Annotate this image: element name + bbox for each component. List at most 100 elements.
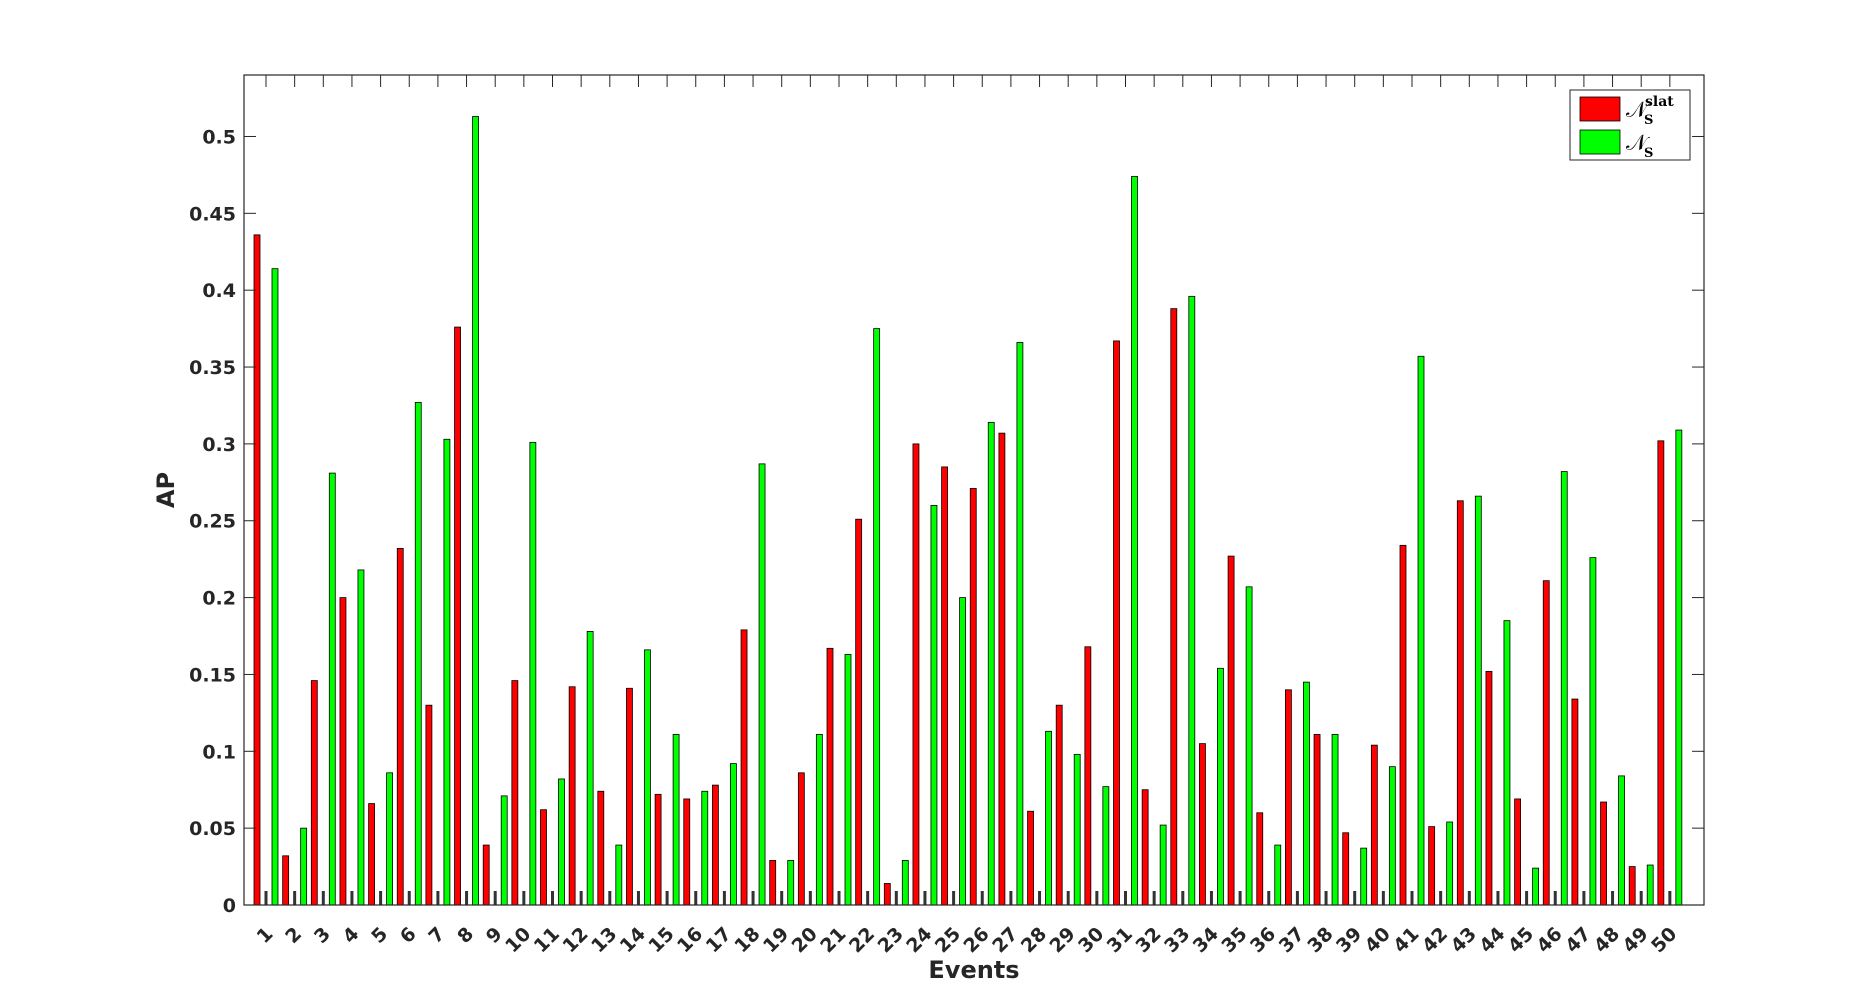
baseline-stub-45 (1525, 891, 1529, 905)
bar-slat-4 (339, 597, 347, 906)
bar-slat-37 (1285, 689, 1292, 906)
baseline-stub-16 (694, 891, 698, 905)
x-tick-label: 5 (367, 923, 392, 948)
baseline-stub-29 (1066, 891, 1070, 905)
bar-ns-15 (672, 733, 680, 906)
y-tick-label: 0 (223, 895, 236, 917)
bar-ns-43 (1474, 495, 1482, 906)
bar-ns-31 (1131, 176, 1138, 906)
bar-ns-20 (815, 733, 823, 906)
baseline-stub-5 (379, 891, 383, 905)
bar-slat-22 (855, 518, 863, 906)
baseline-stub-12 (579, 891, 583, 905)
bar-ns-21 (844, 654, 852, 906)
bar-slat-2 (282, 855, 290, 906)
baseline-stub-30 (1095, 891, 1099, 905)
x-tick-label: 7 (425, 923, 450, 948)
y-tick-label: 0.1 (202, 741, 236, 763)
baseline-stub-28 (1038, 891, 1042, 905)
bar-slat-11 (540, 809, 547, 906)
y-tick-label: 0.4 (202, 280, 236, 302)
bar-slat-8 (454, 326, 461, 906)
bar-ns-8 (472, 116, 479, 906)
bar-ns-2 (300, 827, 308, 906)
bar-ns-46 (1560, 471, 1568, 906)
baseline-stub-46 (1553, 891, 1557, 905)
bar-slat-34 (1199, 743, 1206, 906)
baseline-stub-38 (1324, 891, 1328, 905)
baseline-stub-34 (1209, 891, 1213, 905)
bar-slat-24 (912, 443, 920, 906)
bar-ns-17 (730, 763, 737, 906)
bar-slat-19 (769, 860, 777, 906)
bar-slat-49 (1628, 866, 1636, 906)
bar-ns-12 (586, 631, 594, 906)
baseline-stub-23 (894, 891, 898, 905)
bar-ns-48 (1618, 775, 1625, 906)
bar-slat-43 (1456, 500, 1464, 906)
bar-slat-16 (683, 798, 691, 906)
baseline-stub-25 (952, 891, 956, 905)
bar-ns-10 (529, 441, 537, 906)
baseline-stub-7 (436, 891, 440, 905)
bar-ns-6 (414, 401, 422, 906)
bar-ns-27 (1016, 342, 1024, 906)
bar-slat-13 (597, 790, 605, 906)
bar-ns-14 (644, 649, 651, 906)
bar-slat-7 (425, 704, 433, 906)
bar-slat-48 (1600, 801, 1607, 906)
bar-slat-41 (1399, 544, 1407, 906)
bar-ns-37 (1303, 681, 1310, 906)
bar-ns-25 (959, 597, 966, 906)
bar-slat-29 (1055, 704, 1063, 906)
legend-swatch-slat (1579, 96, 1621, 122)
baseline-stub-3 (321, 891, 325, 905)
baseline-stub-36 (1267, 891, 1271, 905)
x-tick-label: 3 (310, 923, 335, 948)
plot-frame (243, 74, 1705, 906)
baseline-stub-40 (1381, 891, 1385, 905)
baseline-stub-20 (808, 891, 812, 905)
y-tick-label: 0.2 (202, 588, 236, 610)
bar-ns-5 (386, 772, 394, 906)
baseline-stub-1 (264, 891, 268, 905)
baseline-stub-10 (522, 891, 526, 905)
bar-ns-49 (1646, 864, 1654, 906)
y-tick-label: 0.5 (202, 126, 236, 148)
y-axis-label: AP (152, 472, 180, 508)
bar-ns-30 (1102, 786, 1110, 906)
bar-slat-31 (1113, 340, 1120, 906)
bar-slat-23 (883, 883, 891, 906)
baseline-stub-41 (1410, 891, 1414, 905)
x-tick-label: 1 (253, 923, 278, 948)
y-tick-label: 0.25 (189, 511, 236, 533)
bar-slat-18 (740, 629, 748, 906)
bar-ns-44 (1503, 620, 1511, 906)
legend-label-main: 𝒩 (1626, 131, 1650, 156)
baseline-stub-47 (1582, 891, 1586, 905)
legend-label-main: 𝒩 (1626, 98, 1650, 123)
x-tick-label: 50 (1647, 923, 1681, 957)
baseline-stub-27 (1009, 891, 1013, 905)
baseline-stub-39 (1353, 891, 1357, 905)
baseline-stub-19 (780, 891, 784, 905)
baseline-stub-42 (1439, 891, 1443, 905)
x-tick-label: 8 (453, 923, 478, 948)
baseline-stub-31 (1124, 891, 1127, 905)
bar-slat-50 (1657, 440, 1665, 906)
bar-ns-32 (1159, 824, 1167, 906)
bar-slat-1 (253, 234, 261, 906)
bar-slat-27 (998, 432, 1006, 906)
bar-ns-28 (1045, 730, 1052, 906)
bar-ns-40 (1388, 766, 1396, 906)
bar-ns-7 (443, 438, 451, 906)
bar-ns-11 (558, 778, 565, 906)
bar-ns-3 (328, 472, 336, 906)
bar-ns-18 (758, 463, 766, 906)
baseline-stub-8 (465, 891, 469, 905)
bar-ns-33 (1188, 295, 1196, 906)
baseline-stub-44 (1496, 891, 1500, 905)
legend-label-sub: S (1644, 113, 1653, 128)
